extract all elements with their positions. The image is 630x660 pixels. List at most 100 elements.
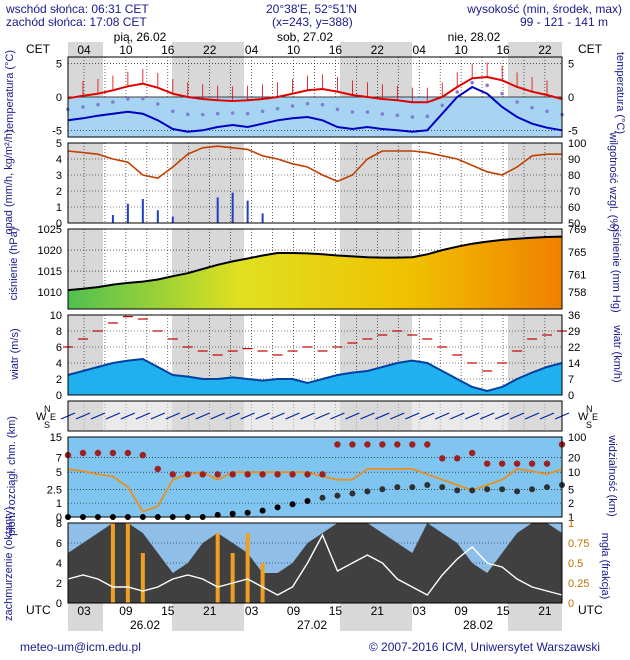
temp-below-zero: [68, 97, 562, 137]
cloud-base-dot-22: [394, 484, 401, 491]
winddir-arrow-4: [120, 412, 136, 420]
winddir-arrow-29: [494, 412, 510, 420]
cloud-base-dot-32: [544, 484, 551, 491]
hour-top-9: 10: [454, 43, 468, 57]
wind-ytick-left-4: 2: [56, 374, 62, 386]
precip-ytick-right-3: 70: [568, 186, 580, 198]
cloud-base-dot-27: [469, 487, 476, 494]
winddir-arrow-23: [405, 412, 420, 420]
temp-dew-point-8: [185, 112, 190, 117]
cloud-ytick-left-1: 6: [56, 538, 62, 550]
temp-dew-point-10: [215, 111, 220, 116]
vis-ytick-right-1: 20: [568, 452, 580, 464]
winddir-arrow-12: [240, 412, 255, 420]
pressure-ytick-right-1: 765: [568, 247, 586, 259]
compass-s-left: S: [44, 420, 50, 430]
temp-dew-point-9: [200, 112, 205, 117]
precip-right-label: wilgotność wzgl. (%): [607, 132, 619, 232]
tz-top-right: CET: [578, 42, 602, 56]
cloud-area: [68, 523, 562, 603]
temp-perceived-line: [67, 85, 563, 133]
vis-ytick-left-0: 15: [50, 432, 62, 444]
hour-bottom-1: 09: [119, 604, 133, 618]
vis-ytick-left-2: 5: [56, 467, 62, 479]
cloud-top-dot-28: [483, 460, 491, 467]
night-band-precip-2: [340, 143, 412, 223]
cloud-top-dot-20: [364, 441, 371, 448]
temp-dew-point-19: [350, 110, 355, 114]
day-bottom-0: 26.02: [130, 618, 160, 632]
precip-left-label: opad (mm/h, kg/m²/h): [3, 129, 15, 235]
vis-ytick-right-4: 2: [568, 498, 574, 510]
precip-ytick-right-5: 50: [568, 218, 580, 230]
temp-ytick-left-2: -5: [52, 125, 62, 137]
vis-ytick-left-4: 1: [56, 498, 62, 510]
panel-border-pressure: [67, 228, 563, 310]
winddir-arrow-6: [150, 412, 166, 420]
winddir-arrow-1: [75, 412, 91, 420]
precip-bar-6: [156, 210, 159, 223]
temp-dew-point-5: [141, 96, 145, 101]
precip-bar-5: [141, 199, 144, 223]
winddir-arrow-2: [90, 412, 106, 420]
winddir-arrow-27: [464, 412, 480, 420]
compass-s-right: S: [586, 420, 592, 430]
hour-top-5: 10: [287, 43, 301, 57]
precip-ytick-right-4: 60: [568, 202, 580, 214]
wind-ytick-left-5: 0: [56, 390, 62, 402]
cloud-base-dot-31: [529, 486, 536, 493]
pressure-left-label: ciśnienie (hPa): [8, 227, 20, 301]
temp-dew-point-32: [545, 109, 549, 114]
temp-dew-point-7: [170, 109, 175, 114]
winddir-arrow-14: [270, 412, 285, 420]
winddir-arrow-22: [390, 412, 405, 420]
cloud-top-dot-21: [379, 441, 386, 448]
cloud-base-dot-23: [409, 484, 416, 491]
winddir-arrow-19: [345, 412, 360, 420]
cloud-ytick-right-3: 0.25: [568, 578, 589, 590]
wind-ytick-left-2: 6: [56, 342, 62, 354]
compass-n-right: N: [586, 404, 593, 414]
pressure-ytick-right-2: 761: [568, 270, 586, 282]
wind-left-label: wiatr (m/s): [9, 328, 21, 380]
day-bottom-2: 28.02: [463, 618, 493, 632]
precip-bar-12: [246, 200, 249, 223]
compass-n-left: N: [44, 404, 51, 414]
pressure-line: [67, 235, 563, 292]
vis-ytick-left-5: 0: [56, 512, 62, 524]
cloud-ytick-right-2: 0.5: [568, 558, 583, 570]
night-band-precip-0: [68, 143, 103, 223]
temp-dew-point-18: [335, 107, 340, 112]
cloud-ytick-right-0: 1: [568, 518, 574, 530]
precip-bar-11: [231, 192, 234, 223]
temp-dew-point-27: [470, 80, 474, 85]
precip-bar-4: [126, 203, 129, 223]
cloud-ytick-right-4: 0: [568, 598, 574, 610]
cloud-ytick-right-1: 0.75: [568, 538, 589, 550]
temp-dew-point-13: [260, 109, 265, 114]
cloud-top-dot-8: [184, 471, 191, 478]
hour-top-6: 16: [329, 43, 343, 57]
sunrise-text: wschód słońca: 06:31 CET: [6, 2, 149, 16]
humidity-line: [67, 145, 562, 183]
panel-border-winddir: [67, 400, 563, 432]
day-top-1: sob, 27.02: [277, 30, 333, 44]
temp-dew-point-6: [156, 102, 160, 106]
temp-dew-point-23: [410, 115, 415, 119]
footer-email[interactable]: meteo-um@icm.edu.pl: [20, 640, 141, 654]
winddir-arrow-8: [180, 412, 195, 420]
temp-ytick-right-0: 5: [568, 59, 574, 71]
height-values: 99 - 121 - 141 m: [519, 15, 608, 29]
hour-bottom-2: 15: [161, 604, 175, 618]
temp-dew-point-21: [380, 112, 385, 116]
compass-e-right: E: [592, 412, 598, 422]
wind-ytick-left-1: 8: [56, 326, 62, 338]
precip-ytick-left-2: 3: [56, 170, 62, 182]
temp-dew-point-4: [126, 97, 130, 101]
winddir-arrow-18: [330, 412, 345, 420]
cloud-base-dot-19: [349, 490, 356, 497]
tz-top-left: CET: [26, 42, 50, 56]
winddir-arrow-13: [255, 412, 270, 420]
panel-border-cloud: [67, 522, 563, 604]
cloud-top-dot-2: [94, 449, 102, 457]
